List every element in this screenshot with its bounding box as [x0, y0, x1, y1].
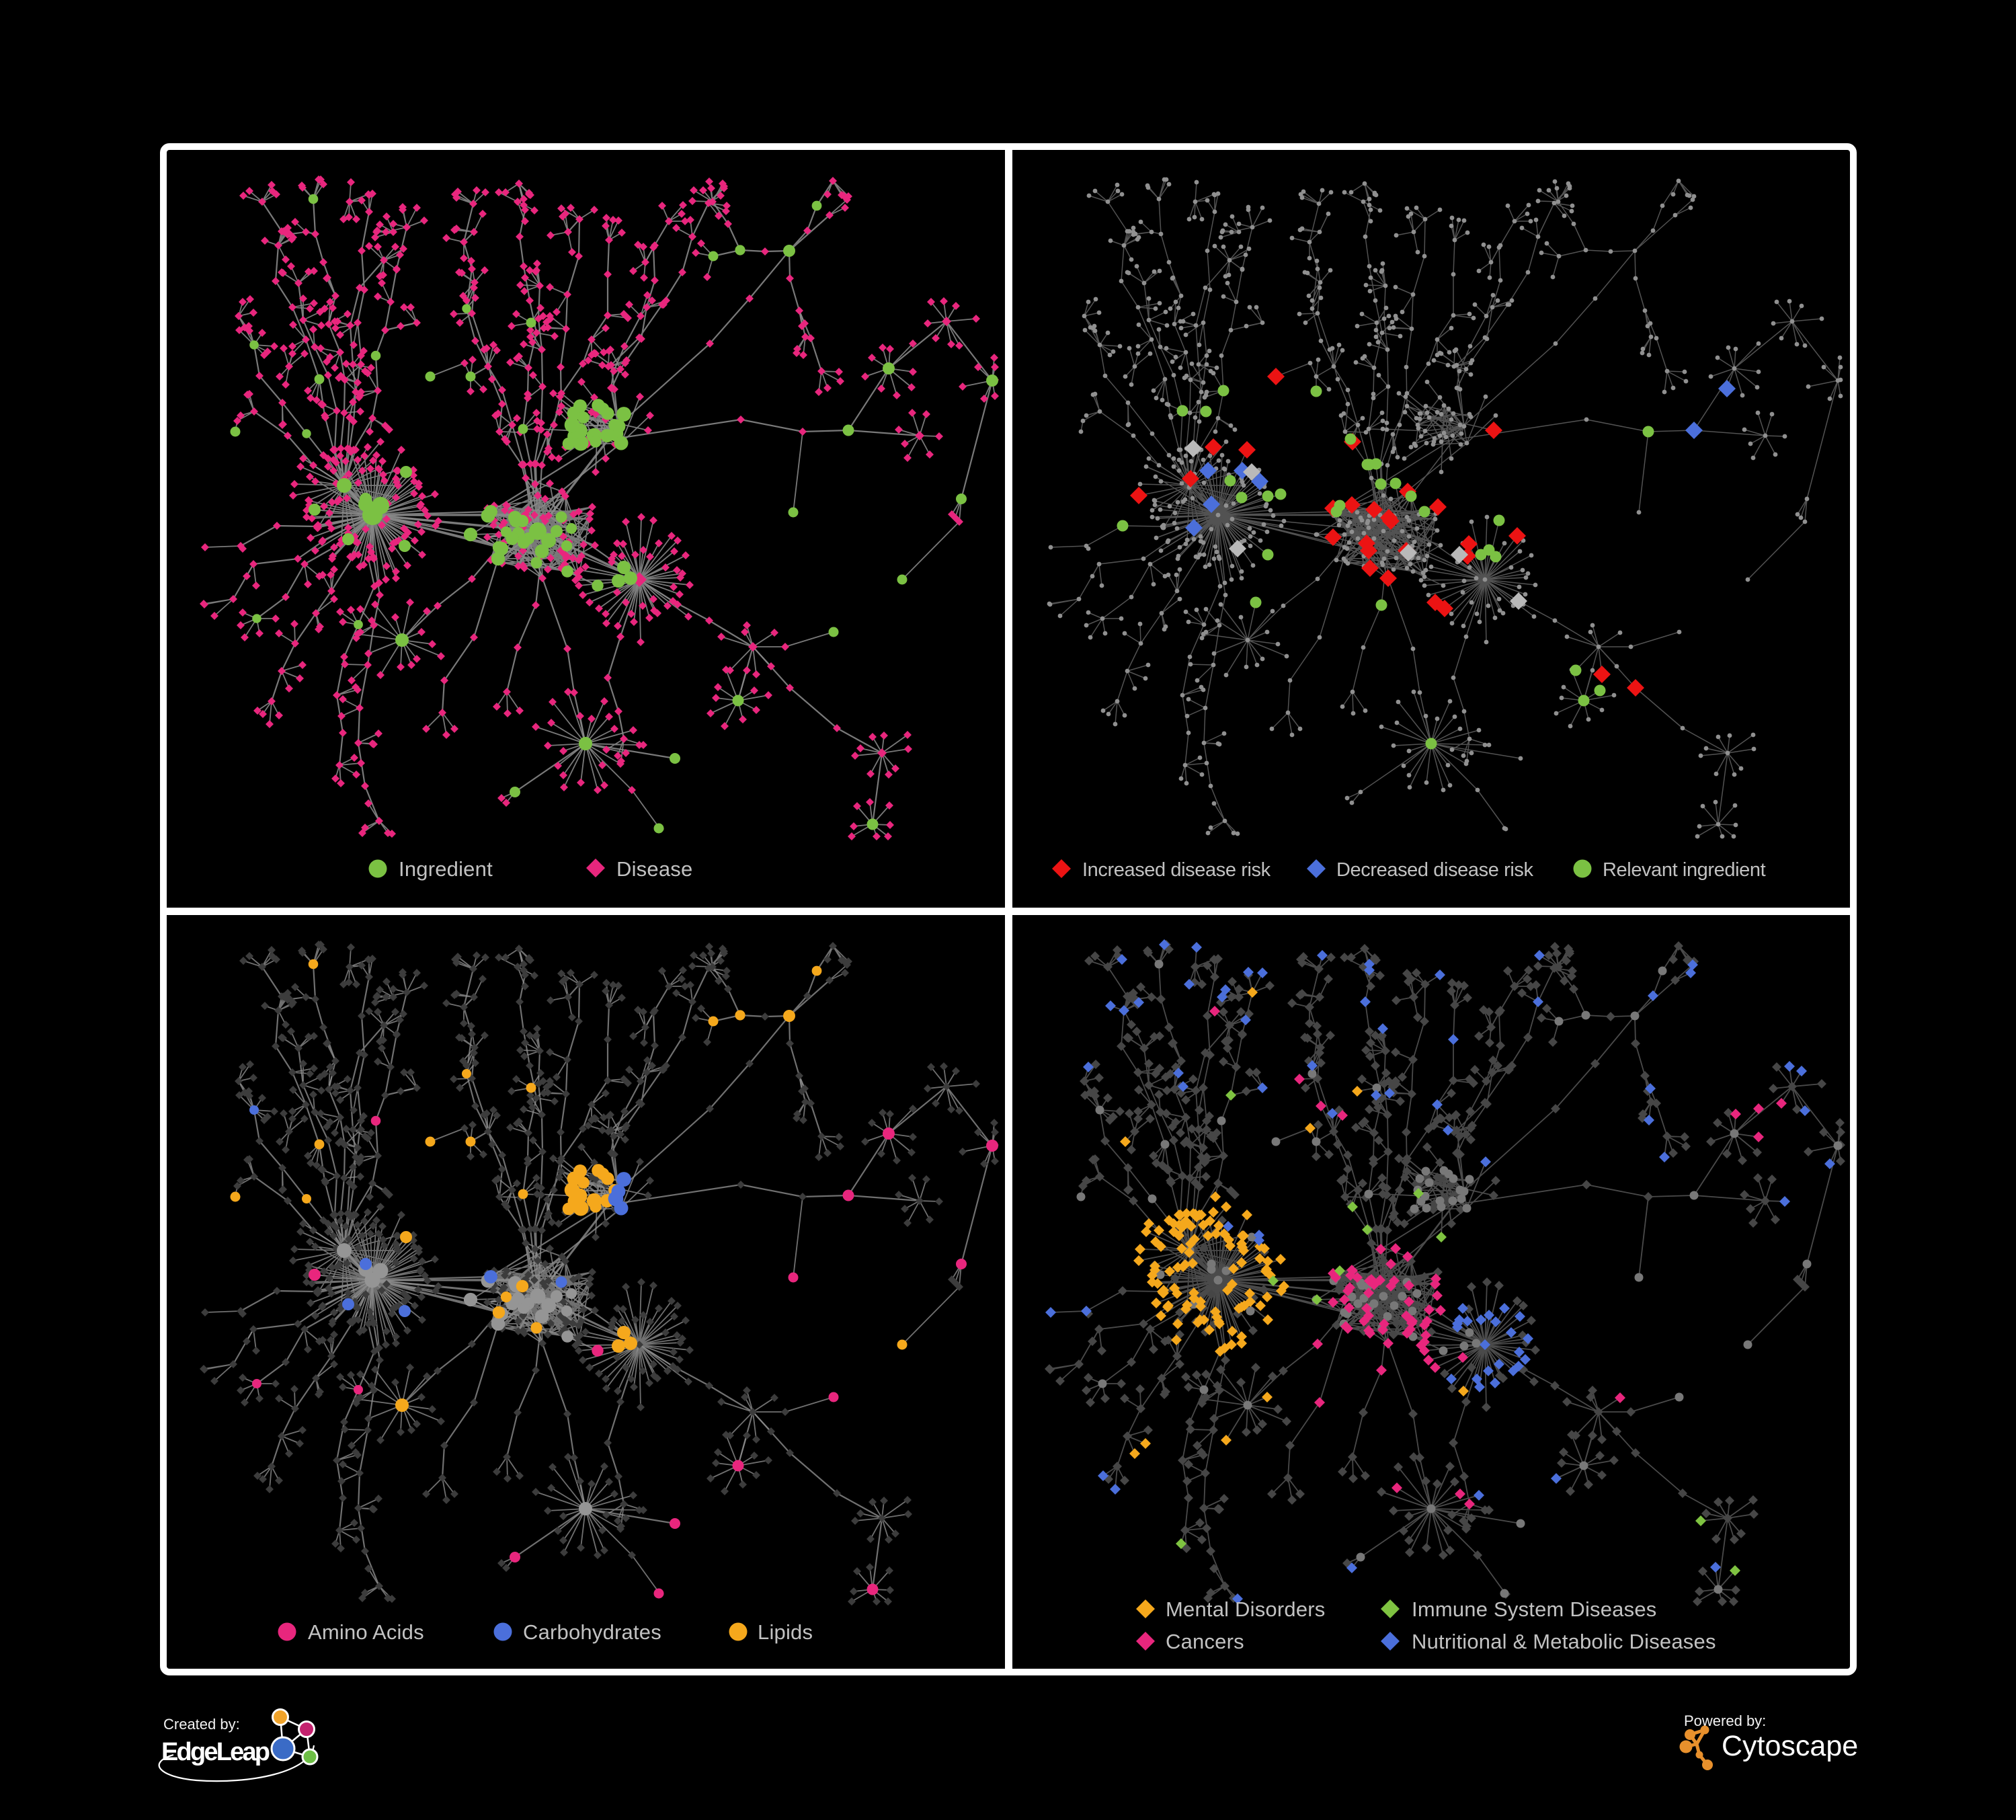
svg-text:Decreased disease risk: Decreased disease risk: [1336, 859, 1534, 881]
svg-text:Relevant ingredient: Relevant ingredient: [1603, 859, 1766, 881]
svg-text:Powered by:: Powered by:: [1684, 1712, 1766, 1729]
svg-text:Immune System Diseases: Immune System Diseases: [1412, 1597, 1656, 1621]
svg-text:Ingredient: Ingredient: [399, 857, 493, 881]
svg-text:Disease: Disease: [616, 857, 692, 881]
svg-text:Amino Acids: Amino Acids: [308, 1620, 424, 1644]
svg-text:Nutritional & Metabolic Diseas: Nutritional & Metabolic Diseases: [1412, 1630, 1716, 1653]
svg-text:Increased disease risk: Increased disease risk: [1082, 859, 1271, 881]
svg-text:Cancers: Cancers: [1166, 1630, 1244, 1653]
svg-text:Cytoscape: Cytoscape: [1722, 1730, 1858, 1762]
svg-text:Mental Disorders: Mental Disorders: [1166, 1597, 1326, 1621]
svg-text:Created by:: Created by:: [163, 1716, 240, 1733]
svg-text:Carbohydrates: Carbohydrates: [523, 1620, 661, 1644]
svg-text:Lipids: Lipids: [758, 1620, 813, 1644]
svg-text:EdgeLeap: EdgeLeap: [161, 1738, 270, 1766]
